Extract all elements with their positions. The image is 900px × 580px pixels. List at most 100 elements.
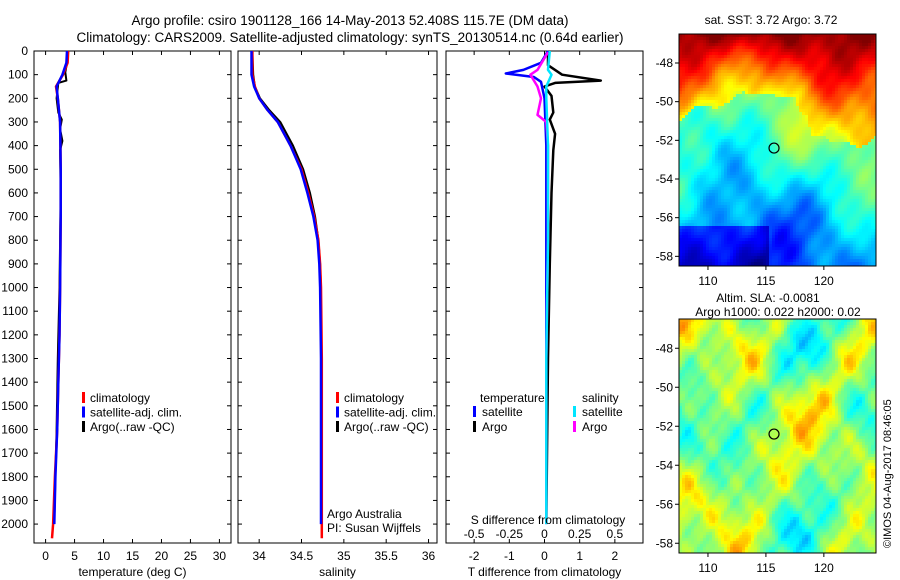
heat-cell <box>766 184 770 188</box>
heat-cell <box>847 130 851 134</box>
heat-cell <box>844 49 848 53</box>
heat-cell <box>787 136 791 140</box>
heat-cell <box>802 130 806 134</box>
heat-cell <box>874 121 876 125</box>
heat-cell <box>811 121 815 125</box>
heat-cell <box>844 121 848 125</box>
heat-cell <box>700 148 704 152</box>
profile-line-satellite <box>545 50 553 525</box>
heat-cell <box>802 163 806 167</box>
heat-cell <box>853 88 857 92</box>
heat-cell <box>706 52 710 56</box>
heat-cell <box>706 130 710 134</box>
heat-cell <box>727 148 731 152</box>
heat-cell <box>835 145 839 149</box>
heat-cell <box>832 190 836 194</box>
heat-cell <box>871 40 875 44</box>
heat-cell <box>769 40 773 44</box>
heat-cell <box>694 112 698 116</box>
heat-cell <box>829 124 833 128</box>
heat-cell <box>814 202 818 206</box>
heat-cell <box>853 124 857 128</box>
heat-cell <box>868 106 872 110</box>
heat-cell <box>841 52 845 56</box>
heat-cell <box>694 220 698 224</box>
heat-cell <box>718 115 722 119</box>
heat-cell <box>718 103 722 107</box>
heat-cell <box>835 34 839 38</box>
heat-cell <box>826 160 830 164</box>
heat-cell <box>718 229 722 233</box>
heat-cell <box>811 139 815 143</box>
heat-cell <box>805 229 809 233</box>
heat-cell <box>745 127 749 131</box>
heat-cell <box>835 127 839 131</box>
heat-cell <box>724 199 728 203</box>
heat-cell <box>712 205 716 209</box>
heat-cell <box>700 235 704 239</box>
heat-cell <box>730 202 734 206</box>
heat-cell <box>820 181 824 185</box>
heat-cell <box>757 118 761 122</box>
heat-cell <box>712 193 716 197</box>
heat-cell <box>802 106 806 110</box>
heat-cell <box>844 247 848 251</box>
heat-cell <box>733 238 737 242</box>
heat-cell <box>874 166 876 170</box>
heat-cell <box>736 34 740 38</box>
heat-cell <box>745 217 749 221</box>
heat-cell <box>796 94 800 98</box>
heat-cell <box>871 211 875 215</box>
heat-cell <box>733 196 737 200</box>
heat-cell <box>802 178 806 182</box>
heat-cell <box>865 244 869 248</box>
heat-cell <box>799 58 803 62</box>
heat-cell <box>856 121 860 125</box>
heat-cell <box>739 73 743 77</box>
heat-cell <box>790 217 794 221</box>
heat-cell <box>835 76 839 80</box>
heat-cell <box>742 106 746 110</box>
heat-cell <box>730 79 734 83</box>
heat-cell <box>751 55 755 59</box>
heat-cell <box>709 121 713 125</box>
depth-tick-label: 800 <box>8 233 28 247</box>
heat-cell <box>865 211 869 215</box>
heat-cell <box>742 112 746 116</box>
heat-cell <box>706 85 710 89</box>
heat-cell <box>832 34 836 38</box>
heat-cell <box>862 109 866 113</box>
heat-cell <box>874 214 876 218</box>
heat-cell <box>805 142 809 146</box>
heat-cell <box>778 226 782 230</box>
heat-cell <box>769 205 773 209</box>
heat-cell <box>703 76 707 80</box>
heat-cell <box>703 244 707 248</box>
heat-cell <box>832 154 836 158</box>
heat-cell <box>787 112 791 116</box>
heat-cell <box>721 139 725 143</box>
heat-cell <box>805 247 809 251</box>
profile-line-climatology <box>251 51 324 539</box>
heat-cell <box>778 247 782 251</box>
heat-cell <box>793 88 797 92</box>
heat-cell <box>865 163 869 167</box>
heat-cell <box>832 112 836 116</box>
heat-cell <box>688 148 692 152</box>
heat-cell <box>715 55 719 59</box>
heat-cell <box>718 160 722 164</box>
heat-cell <box>853 220 857 224</box>
heat-cell <box>739 208 743 212</box>
heat-cell <box>763 247 767 251</box>
heat-cell <box>742 244 746 248</box>
heat-cell <box>745 145 749 149</box>
heat-cell <box>739 142 743 146</box>
heat-cell <box>727 136 731 140</box>
heat-cell <box>709 82 713 86</box>
heat-cell <box>775 247 779 251</box>
heat-cell <box>760 151 764 155</box>
heat-cell <box>733 94 737 98</box>
heat-cell <box>784 241 788 245</box>
x-tick-label: -2 <box>469 549 480 563</box>
heat-cell <box>721 118 725 122</box>
